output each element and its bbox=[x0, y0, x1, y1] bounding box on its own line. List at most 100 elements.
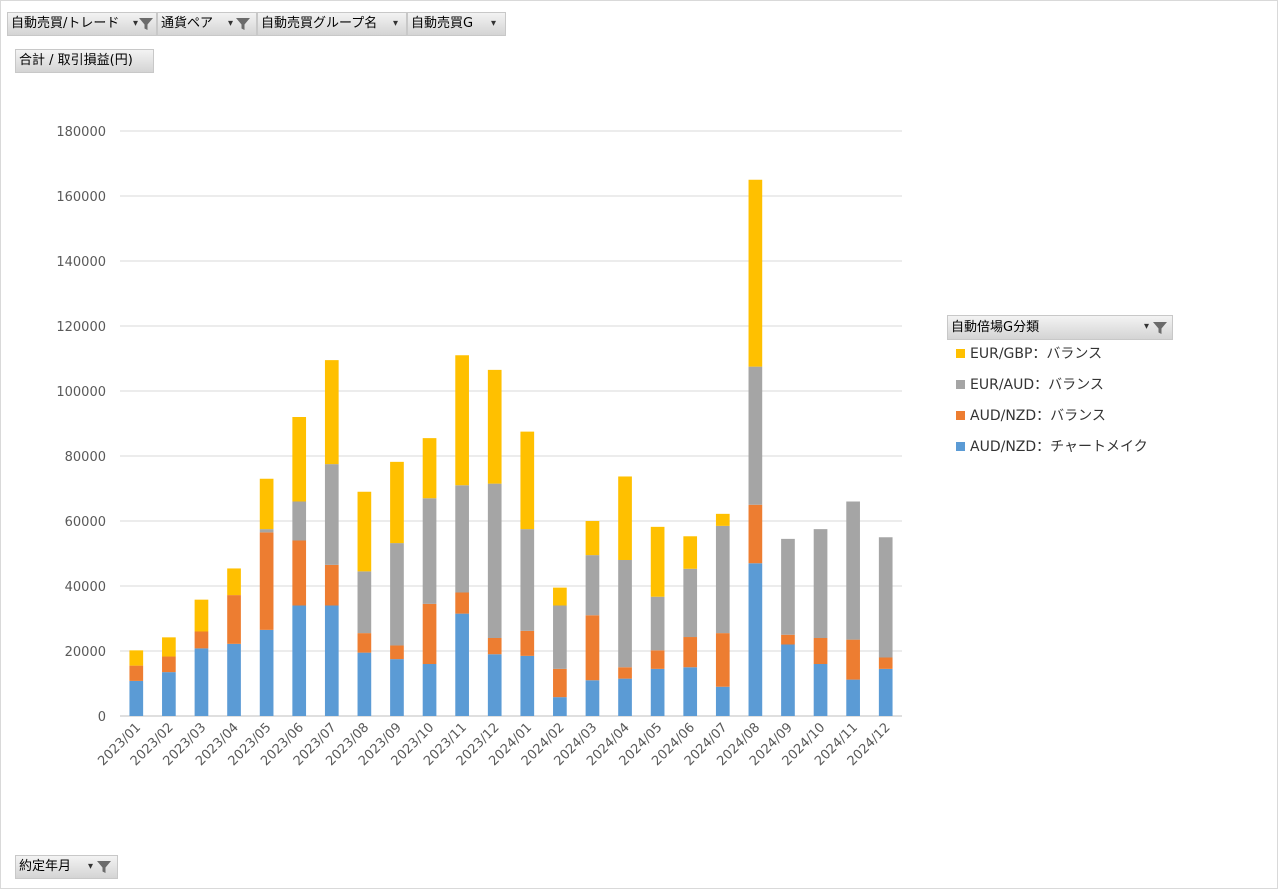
bar-segment bbox=[781, 644, 795, 716]
filter-auto-g-label: 自動売買G bbox=[411, 16, 474, 31]
bar-segment bbox=[487, 369, 502, 484]
bar-segment bbox=[422, 438, 437, 499]
legend-swatch bbox=[956, 380, 965, 389]
bar-segment bbox=[129, 665, 144, 681]
legend-label: AUD/NZD：チャートメイク bbox=[970, 439, 1148, 455]
bar-segment bbox=[650, 650, 665, 669]
chevron-down-icon[interactable]: ▾ bbox=[228, 18, 234, 29]
bar-segment bbox=[520, 529, 535, 631]
bar-segment bbox=[553, 668, 567, 698]
bar-segment bbox=[650, 596, 665, 651]
bar-segment bbox=[422, 603, 437, 664]
chevron-down-icon[interactable]: ▾ bbox=[491, 18, 497, 29]
legend-label: EUR/AUD：バランス bbox=[970, 377, 1104, 393]
y-tick-label: 60000 bbox=[65, 515, 106, 530]
filter-auto-g-button[interactable]: 自動売買G ▾ bbox=[407, 12, 506, 36]
bar-segment bbox=[618, 476, 632, 560]
filter-trade-button[interactable]: 自動売買/トレード ▾ bbox=[7, 12, 157, 36]
bar-segment bbox=[585, 680, 600, 716]
bar-segment bbox=[324, 564, 339, 606]
y-tick-label: 20000 bbox=[65, 645, 106, 660]
filter-pair-button[interactable]: 通貨ペア ▾ bbox=[157, 12, 257, 36]
bar-segment bbox=[618, 678, 632, 716]
bar-segment bbox=[390, 461, 404, 544]
value-field-button[interactable]: 合計 / 取引損益(円) bbox=[15, 49, 154, 73]
bar-segment bbox=[748, 366, 763, 505]
bar-segment bbox=[162, 637, 176, 657]
bar-segment bbox=[357, 571, 372, 634]
bar-segment bbox=[553, 587, 567, 606]
legend-item-euraud-balance[interactable]: EUR/AUD：バランス bbox=[956, 375, 1104, 395]
bar-segment bbox=[618, 560, 632, 668]
bar-segment bbox=[292, 501, 307, 541]
bar-segment bbox=[227, 643, 241, 716]
bar-segment bbox=[650, 668, 665, 716]
bar-segment bbox=[715, 513, 730, 526]
bar-segment bbox=[422, 664, 437, 716]
bar-segment bbox=[227, 568, 241, 596]
chevron-down-icon[interactable]: ▾ bbox=[393, 18, 399, 29]
bar-segment bbox=[324, 605, 339, 716]
y-tick-label: 100000 bbox=[56, 385, 106, 400]
axis-field-label: 約定年月 bbox=[19, 859, 72, 874]
value-field-label: 合計 / 取引損益(円) bbox=[19, 53, 133, 68]
filter-icon[interactable] bbox=[235, 16, 251, 32]
bar-segment bbox=[259, 529, 274, 533]
legend-label: AUD/NZD：バランス bbox=[970, 408, 1106, 424]
bar-segment bbox=[715, 633, 730, 687]
legend-swatch bbox=[956, 442, 965, 451]
bar-segment bbox=[390, 645, 404, 660]
bar-segment bbox=[878, 657, 893, 669]
bar-segment bbox=[553, 697, 567, 716]
chevron-down-icon[interactable]: ▾ bbox=[133, 18, 139, 29]
bar-segment bbox=[878, 537, 893, 658]
bar-segment bbox=[455, 613, 469, 716]
bar-segment bbox=[683, 568, 698, 638]
bar-segment bbox=[487, 654, 502, 716]
filter-icon[interactable] bbox=[96, 859, 112, 875]
bar-segment bbox=[813, 638, 828, 664]
filter-group-name-button[interactable]: 自動売買グループ名 ▾ bbox=[257, 12, 407, 36]
bar-segment bbox=[487, 483, 502, 638]
y-tick-label: 180000 bbox=[56, 125, 106, 140]
bar-segment bbox=[390, 543, 404, 646]
axis-field-button[interactable]: 約定年月 ▾ bbox=[15, 855, 118, 879]
filter-pair-label: 通貨ペア bbox=[161, 16, 214, 31]
bar-segment bbox=[520, 655, 535, 716]
legend-item-eurgbp-balance[interactable]: EUR/GBP：バランス bbox=[956, 344, 1102, 364]
bar-segment bbox=[292, 540, 307, 606]
legend-label: EUR/GBP：バランス bbox=[970, 346, 1103, 362]
bar-segment bbox=[683, 637, 698, 668]
bar-segment bbox=[194, 631, 209, 649]
filter-group-name-label: 自動売買グループ名 bbox=[261, 16, 378, 31]
legend-field-button[interactable]: 自動倍場G分類 ▾ bbox=[947, 315, 1173, 340]
bar-segment bbox=[292, 417, 307, 502]
bar-segment bbox=[162, 672, 176, 716]
bar-segment bbox=[878, 668, 893, 716]
legend-item-audnzd-balance[interactable]: AUD/NZD：バランス bbox=[956, 406, 1106, 426]
bar-segment bbox=[324, 464, 339, 565]
bar-segment bbox=[715, 525, 730, 634]
bar-segment bbox=[520, 630, 535, 656]
bar-segment bbox=[194, 599, 209, 632]
bar-segment bbox=[585, 615, 600, 681]
bar-segment bbox=[357, 633, 372, 653]
bar-segment bbox=[487, 638, 502, 655]
bar-segment bbox=[846, 639, 860, 680]
legend-item-audnzd-chartmake[interactable]: AUD/NZD：チャートメイク bbox=[956, 437, 1148, 457]
filter-icon[interactable] bbox=[138, 16, 154, 32]
bar-segment bbox=[455, 592, 469, 614]
y-tick-label: 140000 bbox=[56, 255, 106, 270]
bar-segment bbox=[781, 538, 795, 635]
bar-segment bbox=[683, 667, 698, 716]
chevron-down-icon[interactable]: ▾ bbox=[88, 861, 94, 872]
bar-segment bbox=[194, 648, 209, 716]
bar-segment bbox=[259, 478, 274, 530]
filter-icon[interactable] bbox=[1152, 320, 1168, 336]
chevron-down-icon[interactable]: ▾ bbox=[1144, 321, 1150, 332]
bar-segment bbox=[259, 629, 274, 716]
bar-segment bbox=[390, 659, 404, 716]
filter-trade-label: 自動売買/トレード bbox=[11, 16, 120, 31]
